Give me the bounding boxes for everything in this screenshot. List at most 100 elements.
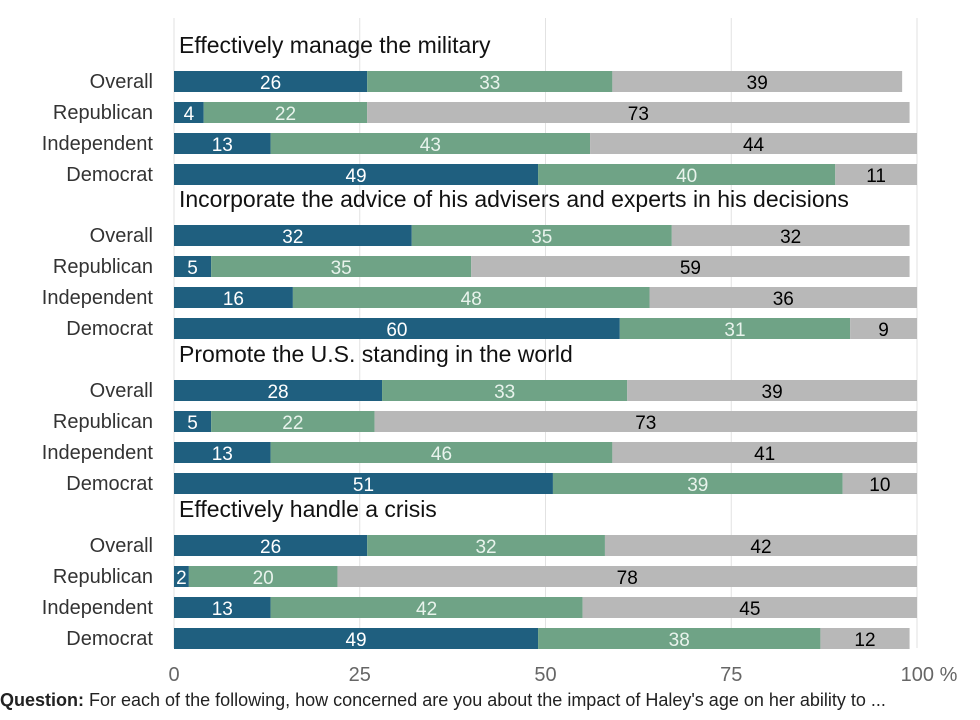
question-label: Question: (0, 690, 84, 710)
bar-segment (590, 133, 917, 154)
value-label: 33 (479, 73, 500, 94)
value-label: 35 (531, 227, 552, 248)
category-label: Republican (53, 566, 153, 588)
value-label: 28 (267, 382, 288, 403)
bar-segment (174, 411, 212, 432)
value-label: 13 (212, 444, 233, 465)
bar-segment (842, 473, 917, 494)
category-label: Democrat (66, 628, 153, 650)
bar-segment (174, 566, 189, 587)
category-label: Overall (90, 380, 153, 402)
group-title: Promote the U.S. standing in the world (179, 341, 573, 367)
bar-segment (604, 535, 917, 556)
value-label: 51 (353, 475, 374, 496)
value-label: 43 (420, 135, 441, 156)
category-label: Overall (90, 535, 153, 557)
bar-segment (612, 442, 917, 463)
bar-segment (174, 256, 212, 277)
value-label: 13 (212, 135, 233, 156)
x-tick-label: 0 (168, 664, 179, 686)
bar-segment (292, 287, 650, 308)
group-title: Effectively handle a crisis (179, 496, 437, 522)
bar-segment (174, 133, 271, 154)
value-label: 32 (780, 227, 801, 248)
value-label: 12 (854, 630, 875, 651)
value-label: 22 (282, 413, 303, 434)
bar-segment (203, 102, 368, 123)
bar-segment (411, 225, 672, 246)
category-label: Republican (53, 411, 153, 433)
value-label: 42 (750, 537, 771, 558)
value-label: 2 (176, 568, 187, 589)
value-label: 36 (773, 289, 794, 310)
bar-segment (174, 535, 368, 556)
value-label: 5 (187, 413, 198, 434)
bar-segment (211, 411, 375, 432)
bar-segment (382, 380, 628, 401)
bar-segment (174, 102, 204, 123)
bar-segment (538, 628, 821, 649)
bar-segment (188, 566, 338, 587)
group-title: Incorporate the advice of his advisers a… (179, 186, 849, 212)
bar-segment (367, 102, 910, 123)
category-label: Republican (53, 102, 153, 124)
bar-segment (538, 164, 836, 185)
category-label: Republican (53, 256, 153, 278)
bar-segment (367, 535, 605, 556)
category-label: Overall (90, 225, 153, 247)
value-label: 11 (866, 166, 886, 187)
bar-segment (374, 411, 917, 432)
bar-segment (671, 225, 910, 246)
x-tick-label: 25 (349, 664, 371, 686)
x-tick-label: 75 (720, 664, 742, 686)
value-label: 4 (184, 104, 195, 125)
value-label: 31 (724, 320, 745, 341)
bar-segment (835, 164, 917, 185)
category-label: Independent (42, 133, 154, 155)
question-note: Question: For each of the following, how… (0, 690, 980, 720)
value-label: 38 (669, 630, 690, 651)
bar-segment (174, 442, 271, 463)
category-label: Democrat (66, 164, 153, 186)
value-label: 44 (743, 135, 765, 156)
value-label: 49 (345, 166, 366, 187)
category-label: Independent (42, 442, 154, 464)
category-label: Independent (42, 287, 154, 309)
value-label: 26 (260, 537, 281, 558)
bar-segment (174, 473, 553, 494)
group-title: Effectively manage the military (179, 32, 491, 58)
x-tick-label: 50 (534, 664, 556, 686)
value-label: 39 (747, 73, 768, 94)
bar-segment (174, 287, 293, 308)
bar-segment (552, 473, 843, 494)
bar-segment (174, 628, 539, 649)
value-label: 73 (635, 413, 656, 434)
value-label: 49 (345, 630, 366, 651)
value-label: 10 (869, 475, 890, 496)
bar-segment (649, 287, 917, 308)
value-label: 33 (494, 382, 515, 403)
value-label: 39 (762, 382, 783, 403)
bar-segment (174, 380, 383, 401)
category-label: Democrat (66, 318, 153, 340)
bar-segment (174, 71, 368, 92)
value-label: 48 (461, 289, 482, 310)
value-label: 5 (187, 258, 198, 279)
category-label: Democrat (66, 473, 153, 495)
value-label: 59 (680, 258, 701, 279)
x-tick-label: 100 % (901, 664, 958, 686)
bar-segment (367, 71, 613, 92)
bar-segment (337, 566, 918, 587)
value-label: 16 (223, 289, 244, 310)
bar-segment (471, 256, 910, 277)
value-label: 39 (687, 475, 708, 496)
value-label: 13 (212, 599, 233, 620)
bar-segment (627, 380, 917, 401)
question-text: For each of the following, how concerned… (89, 690, 886, 710)
value-label: 73 (628, 104, 649, 125)
value-label: 20 (253, 568, 274, 589)
stacked-bar-chart: Effectively manage the military Overall 26… (42, 18, 958, 686)
value-label: 32 (282, 227, 303, 248)
bar-segment (211, 256, 472, 277)
